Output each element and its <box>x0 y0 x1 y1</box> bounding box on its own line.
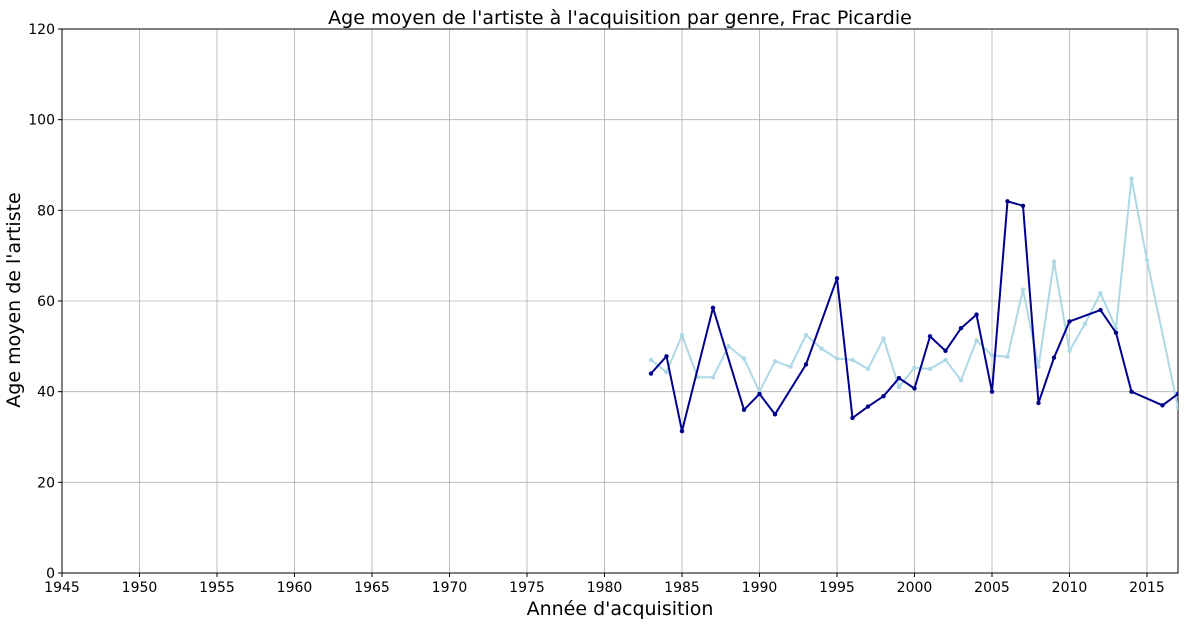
y-tick-label: 0 <box>46 566 55 582</box>
y-tick-label: 60 <box>37 294 55 310</box>
data-point <box>974 312 979 317</box>
y-tick-label: 20 <box>37 475 55 491</box>
data-point <box>1082 321 1088 326</box>
x-axis-title: Année d'acquisition <box>527 598 714 620</box>
data-point <box>881 394 886 399</box>
data-point <box>679 428 685 434</box>
x-tick-label: 1965 <box>354 580 390 596</box>
x-tick-label: 1990 <box>742 580 778 596</box>
x-tick-label: 1955 <box>199 580 235 596</box>
x-tick-label: 1975 <box>509 580 545 596</box>
data-point <box>772 359 778 364</box>
y-tick-label: 120 <box>28 22 55 38</box>
x-tick-label: 1950 <box>122 580 158 596</box>
data-point <box>1129 389 1134 394</box>
data-point <box>803 362 809 367</box>
data-point <box>726 344 731 349</box>
data-point <box>834 356 840 361</box>
data-point <box>757 391 762 397</box>
data-point <box>927 366 933 372</box>
data-point <box>896 375 902 381</box>
data-point <box>1036 364 1041 369</box>
data-point <box>1129 176 1134 181</box>
data-point <box>664 354 669 359</box>
series-0 <box>648 176 1178 410</box>
data-point <box>912 386 917 391</box>
x-tick-label: 2015 <box>1129 580 1165 596</box>
data-point <box>1175 391 1178 397</box>
x-tick-label: 1980 <box>587 580 623 596</box>
data-point <box>1005 199 1010 204</box>
ticks: 1945 1950 1955 1960 1965 1970 1975 1980 1985 1990… <box>28 22 1165 596</box>
x-tick-label: 1960 <box>277 580 313 596</box>
x-tick-label: 1995 <box>819 580 855 596</box>
data-point <box>819 346 824 351</box>
data-point <box>834 276 840 281</box>
data-point <box>958 378 964 383</box>
data-point <box>679 332 685 338</box>
data-point <box>741 356 747 361</box>
x-tick-label: 2010 <box>1052 580 1088 596</box>
data-point <box>881 336 886 341</box>
data-point <box>1020 287 1026 292</box>
x-tick-label: 2000 <box>897 580 933 596</box>
data-point <box>1067 348 1072 354</box>
data-point <box>1020 203 1026 208</box>
data-point <box>1098 291 1103 296</box>
data-point <box>989 353 995 358</box>
data-point <box>648 371 654 376</box>
data-point <box>710 374 716 380</box>
data-point <box>772 412 778 417</box>
data-point <box>865 404 871 409</box>
data-point <box>1051 355 1057 360</box>
chart-title: Age moyen de l'artiste à l'acquisition p… <box>328 7 912 29</box>
data-point <box>927 334 933 339</box>
data-point <box>896 384 902 390</box>
y-tick-label: 80 <box>37 203 55 219</box>
data-point <box>1113 330 1119 335</box>
data-point <box>974 338 979 343</box>
data-point <box>865 366 871 372</box>
grid <box>61 28 1178 574</box>
data-point <box>943 357 948 363</box>
x-tick-label: 1945 <box>44 580 80 596</box>
series-line <box>650 177 1178 408</box>
data-point <box>850 357 855 363</box>
data-point <box>1160 403 1165 408</box>
data-point <box>958 326 964 331</box>
y-tick-label: 40 <box>37 385 55 401</box>
series <box>648 176 1178 434</box>
data-point <box>664 369 669 375</box>
data-point <box>710 305 716 310</box>
series-1 <box>648 199 1178 434</box>
data-point <box>912 365 917 370</box>
data-point <box>788 364 793 369</box>
data-point <box>741 407 747 412</box>
data-point <box>1113 326 1119 331</box>
data-point <box>1036 400 1041 406</box>
data-point <box>989 389 995 394</box>
data-point <box>1067 319 1072 324</box>
data-point <box>1175 405 1178 410</box>
y-axis-title: Age moyen de l'artiste <box>3 192 25 407</box>
data-point <box>1051 259 1057 264</box>
y-tick-label: 100 <box>28 113 55 129</box>
data-point <box>1005 354 1010 359</box>
data-point <box>648 357 654 363</box>
data-point <box>1144 258 1150 263</box>
data-point <box>1098 307 1103 313</box>
data-point <box>850 415 855 421</box>
x-tick-label: 1970 <box>432 580 468 596</box>
x-tick-label: 1985 <box>664 580 700 596</box>
data-point <box>943 348 948 354</box>
x-tick-label: 2005 <box>974 580 1010 596</box>
data-point <box>803 332 809 338</box>
